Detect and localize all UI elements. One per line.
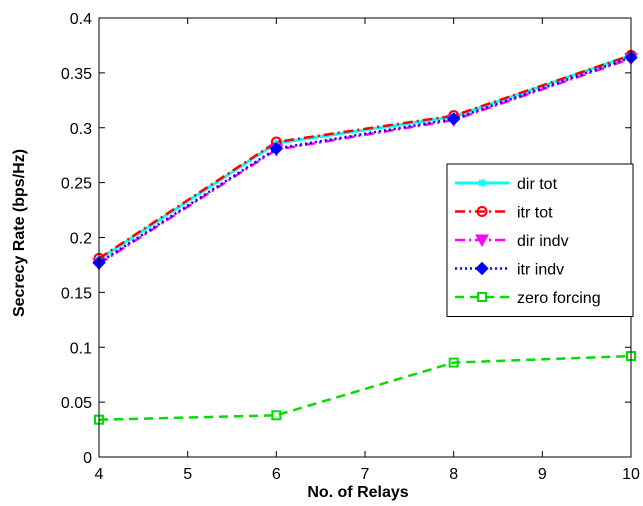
legend-marker <box>475 234 489 248</box>
y-tick-label: 0.4 <box>70 11 92 28</box>
legend-label: itr indv <box>517 262 564 279</box>
legend-marker <box>478 179 486 187</box>
y-tick-label: 0.25 <box>61 176 92 193</box>
legend-label: dir tot <box>517 176 558 193</box>
y-tick-label: 0 <box>83 450 92 467</box>
legend: dir tot itr tot dir indv itr indv zero forci… <box>446 163 634 317</box>
x-axis-label: No. of Relays <box>307 484 408 501</box>
data-point <box>269 141 284 156</box>
legend-label: zero forcing <box>517 290 601 307</box>
y-tick-label: 0.05 <box>61 395 92 412</box>
data-point <box>271 410 282 421</box>
legend-marker <box>476 206 488 217</box>
y-tick-label: 0.15 <box>61 285 92 302</box>
y-axis-label: Secrecy Rate (bps/Hz) <box>11 149 28 317</box>
y-tick-label: 0.1 <box>70 340 92 357</box>
series-zero-forcing <box>94 351 636 425</box>
legend-marker <box>477 292 487 302</box>
legend-label: itr tot <box>517 205 553 222</box>
legend-marker <box>475 261 489 276</box>
y-tick-label: 0.3 <box>70 121 92 138</box>
y-tick-label: 0.2 <box>70 231 92 248</box>
data-point <box>448 357 459 368</box>
x-tick-label: 4 <box>95 466 104 483</box>
x-tick-label: 5 <box>183 466 192 483</box>
x-tick-label: 7 <box>361 466 370 483</box>
series-line <box>98 54 632 260</box>
series-line <box>98 56 632 264</box>
data-point <box>446 112 461 126</box>
y-tick-label: 0.35 <box>61 66 92 83</box>
x-tick-label: 10 <box>622 466 640 483</box>
x-tick-label: 9 <box>538 466 547 483</box>
legend-label: dir indv <box>517 233 569 250</box>
series-line <box>98 354 632 421</box>
x-tick-label: 8 <box>449 466 458 483</box>
x-tick-label: 6 <box>272 466 281 483</box>
